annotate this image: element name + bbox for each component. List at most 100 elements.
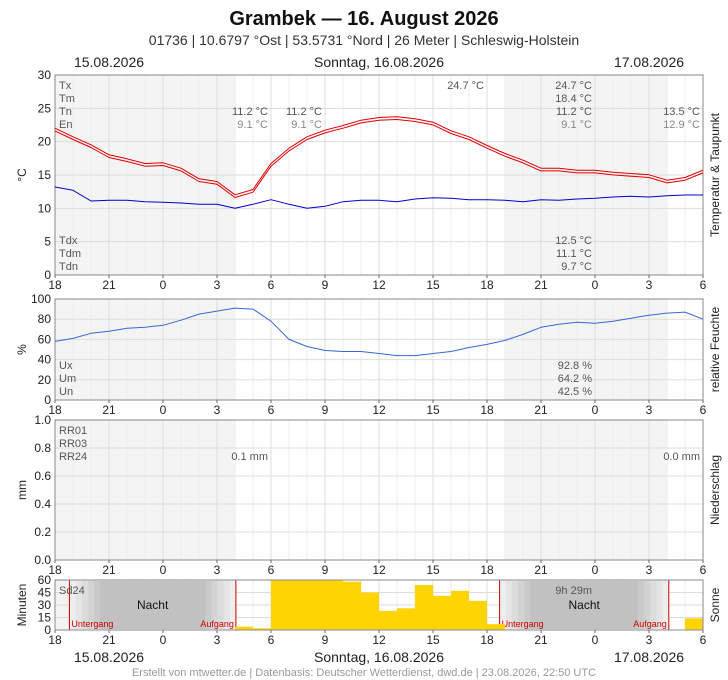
y-tick-label: 0.8 [34, 441, 51, 455]
sunshine-bar [325, 580, 343, 630]
sunrise-label: Aufgang [200, 619, 234, 629]
x-tick-label: 12 [372, 563, 386, 577]
y-tick-label: 0.0 [34, 553, 51, 567]
date-right-bottom: 17.08.2026 [614, 649, 684, 665]
stat-value: 13.5 °C [663, 106, 700, 118]
x-tick-label: 6 [268, 563, 275, 577]
date-center-bottom: Sonntag, 16.08.2026 [314, 649, 444, 665]
stat-value: 9.7 °C [561, 261, 592, 273]
stat-label: En [59, 119, 72, 131]
y-tick-label: 20 [38, 135, 52, 149]
x-tick-label: 18 [48, 403, 62, 417]
night-shade [505, 299, 667, 400]
chart-title: Grambek — 16. August 2026 [229, 8, 498, 30]
stat-value: 11.2 °C [232, 106, 268, 118]
y-tick-label: 0.4 [34, 497, 51, 511]
x-tick-label: 18 [48, 633, 62, 647]
station-info: 01736 | 10.6797 °Ost | 53.5731 °Nord | 2… [149, 32, 579, 48]
precip-label: RR24 [59, 451, 87, 463]
x-tick-label: 9 [322, 633, 329, 647]
x-tick-label: 21 [534, 633, 548, 647]
x-tick-label: 21 [102, 278, 116, 292]
x-tick-label: 12 [372, 278, 386, 292]
panel-1: 0 5 10 15 20 25 30 18 21 0 3 6 9 12 15 18 21 0 3 6 °C Tempera… [15, 68, 722, 292]
stat-value: 9.1 °C [237, 119, 268, 131]
right-axis-title: Niederschlag [708, 455, 722, 525]
right-axis-title: Sonne [708, 587, 722, 622]
panel-3: 0.0 0.2 0.4 0.6 0.8 1.0 18 21 0 3 6 9 12 15 18 21 0 3 6 mm N… [15, 413, 722, 577]
night-label: Nacht [569, 598, 601, 612]
x-tick-label: 9 [322, 278, 329, 292]
footer-credits: Erstellt von mtwetter.de | Datenbasis: D… [132, 667, 596, 679]
stat-label: Tdn [59, 261, 78, 273]
x-tick-label: 0 [592, 633, 599, 647]
y-tick-label: 80 [38, 312, 52, 326]
sunshine-bar [397, 608, 415, 630]
stat-label: Um [59, 373, 76, 385]
night-label: Nacht [137, 598, 169, 612]
y-tick-label: 45 [38, 586, 52, 600]
panel-2: 0 20 40 60 80 100 18 21 0 3 6 9 12 15 18 21 0 3 6% relative… [15, 292, 722, 417]
y-axis-title: % [15, 344, 29, 355]
stat-label: Tx [59, 80, 72, 92]
plot-border [54, 579, 704, 631]
x-tick-label: 6 [268, 633, 275, 647]
x-tick-label: 3 [214, 403, 221, 417]
sunshine-bar [487, 624, 505, 630]
night-shade [505, 420, 667, 560]
x-tick-label: 18 [480, 403, 494, 417]
x-tick-label: 6 [700, 403, 707, 417]
sunset-label: Untergang [71, 619, 113, 629]
x-tick-label: 21 [534, 563, 548, 577]
x-tick-label: 3 [646, 563, 653, 577]
y-tick-label: 15 [38, 168, 52, 182]
precip-label: RR03 [59, 438, 87, 450]
stat-value: 11.1 °C [556, 248, 592, 260]
stat-value: 24.7 °C [447, 80, 484, 92]
stat-value: 9.1 °C [291, 119, 322, 131]
y-tick-label: 5 [44, 235, 51, 249]
sunshine-bar [307, 580, 325, 630]
sunshine-bar [433, 595, 451, 630]
x-tick-label: 21 [534, 278, 548, 292]
x-tick-label: 3 [646, 403, 653, 417]
x-tick-label: 15 [426, 633, 440, 647]
sunshine-bar [379, 610, 397, 630]
stat-value: 11.2 °C [286, 106, 322, 118]
x-tick-label: 3 [214, 633, 221, 647]
temp-line [54, 119, 704, 198]
sunshine-label: Sd24 [59, 585, 85, 597]
x-tick-label: 9 [322, 403, 329, 417]
stat-value: 24.7 °C [555, 80, 592, 92]
y-tick-label: 60 [38, 332, 52, 346]
stat-value: 12.5 °C [555, 235, 592, 247]
y-tick-label: 0.2 [34, 525, 51, 539]
y-tick-label: 15 [38, 611, 52, 625]
stat-label: Tm [59, 93, 75, 105]
y-tick-label: 25 [38, 101, 52, 115]
humidity-line [54, 307, 704, 357]
stat-value: 64.2 % [558, 373, 592, 385]
x-tick-label: 0 [592, 563, 599, 577]
temp-line-upper [54, 116, 704, 196]
x-tick-label: 12 [372, 633, 386, 647]
x-tick-label: 15 [426, 403, 440, 417]
y-tick-label: 0 [44, 393, 51, 407]
date-left-bottom: 15.08.2026 [74, 649, 144, 665]
date-center-top: Sonntag, 16.08.2026 [314, 54, 444, 70]
x-tick-label: 12 [372, 403, 386, 417]
sunshine-bar [253, 628, 271, 630]
stat-value: 18.4 °C [555, 93, 592, 105]
x-tick-label: 18 [480, 278, 494, 292]
x-tick-label: 0 [160, 563, 167, 577]
sunshine-bar [235, 626, 253, 630]
x-tick-label: 21 [534, 403, 548, 417]
sunshine-bar [451, 590, 469, 630]
date-left-top: 15.08.2026 [74, 54, 144, 70]
x-tick-label: 9 [322, 563, 329, 577]
sunshine-bar [271, 580, 289, 630]
x-tick-label: 0 [160, 278, 167, 292]
right-axis-title: relative Feuchte [708, 306, 722, 392]
sunrise-label: Aufgang [633, 619, 667, 629]
